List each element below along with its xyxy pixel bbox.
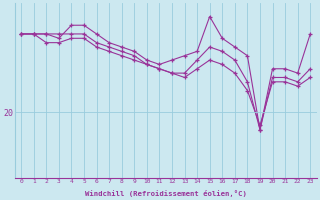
X-axis label: Windchill (Refroidissement éolien,°C): Windchill (Refroidissement éolien,°C) xyxy=(85,190,247,197)
